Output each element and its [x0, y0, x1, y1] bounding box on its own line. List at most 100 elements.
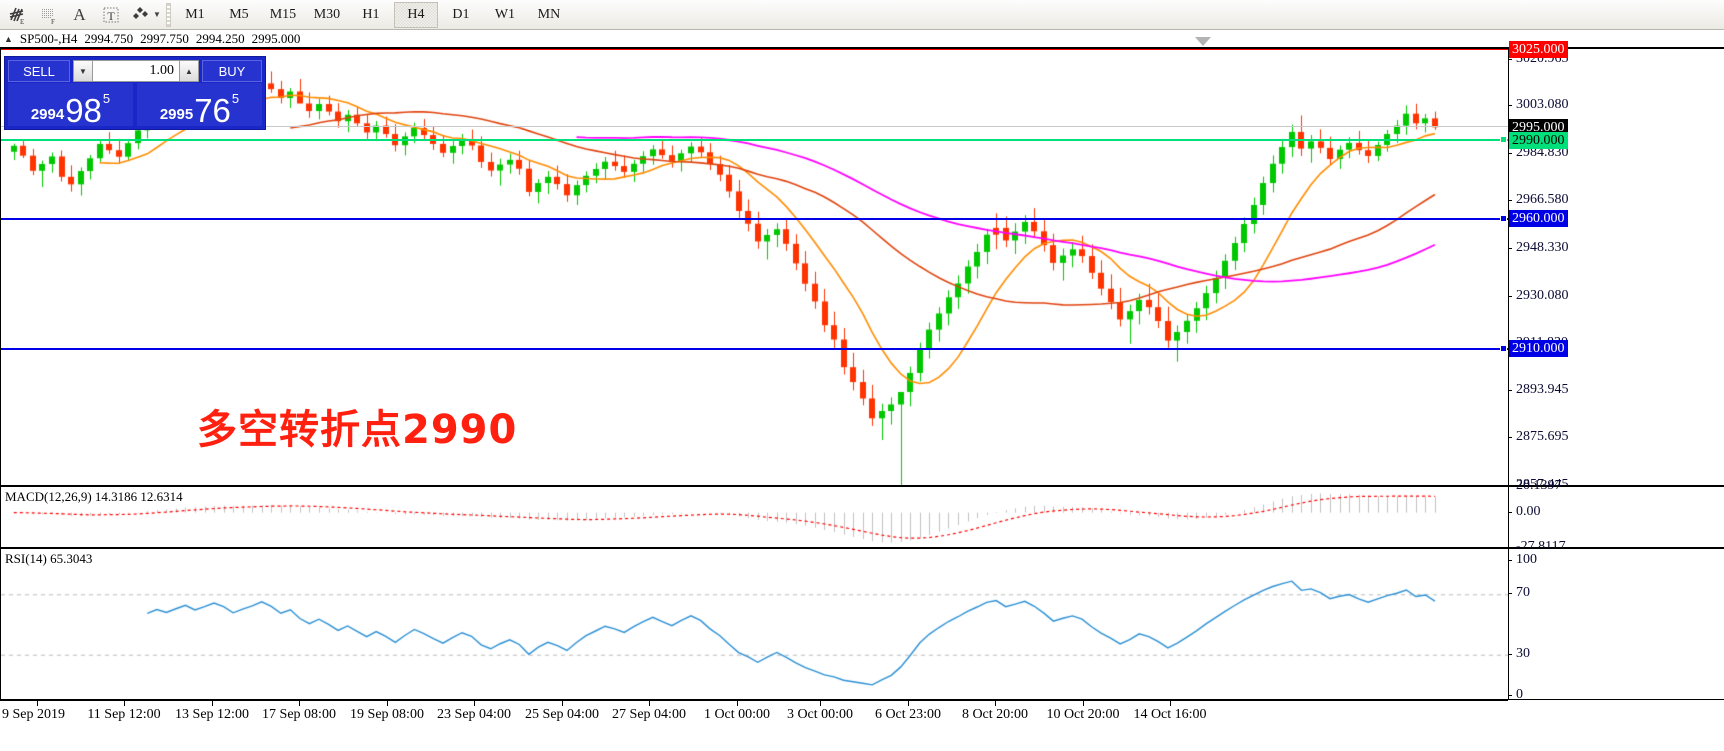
text-label-icon[interactable]: A [73, 4, 86, 24]
one-click-trading-panel[interactable]: SELL ▼ 1.00 ▲ BUY 2994 98 5 2995 76 5 [4, 56, 266, 130]
rsi-tick-label: 100 [1516, 552, 1537, 567]
text-object-icon[interactable]: T [95, 2, 126, 28]
indicators-icon[interactable]: E [2, 2, 33, 28]
price-tag[interactable]: 2990.000 [1509, 131, 1568, 149]
timeframe-w1[interactable]: W1 [494, 6, 516, 22]
time-tick [1170, 701, 1171, 706]
time-tick-label: 3 Oct 00:00 [786, 707, 854, 722]
symbol-timeframe-label: SP500-,H4 [19, 31, 78, 46]
rsi-label: RSI(14) 65.3043 [5, 551, 93, 566]
time-tick [387, 701, 388, 706]
rsi-tick-label: 70 [1516, 585, 1530, 601]
objects-dropdown-caret-icon[interactable]: ▼ [153, 10, 161, 19]
volume-increase-icon[interactable]: ▲ [179, 60, 199, 82]
macd-tick-label: 0.00 [1516, 503, 1541, 519]
volume-decrease-icon[interactable]: ▼ [73, 60, 93, 82]
price-axis[interactable]: 3020.965 3003.080 2984.830 2966.580 2948.330… [1508, 40, 1724, 492]
rsi-pane[interactable]: RSI(14) 65.3043 [0, 548, 1508, 700]
time-tick-label: 13 Sep 12:00 [175, 707, 249, 722]
time-tick [212, 701, 213, 706]
svg-text:F: F [51, 18, 55, 25]
time-tick-label: 27 Sep 04:00 [612, 707, 686, 722]
macd-canvas [1, 487, 1508, 547]
price-tick-label: 2875.695 [1516, 429, 1569, 445]
timeframe-h1[interactable]: H1 [362, 6, 380, 22]
macd-axis[interactable]: 20.1397 0.00 -27.8117 [1508, 478, 1724, 554]
price-tag[interactable]: 3025.000 [1509, 40, 1568, 58]
sell-button[interactable]: SELL [8, 60, 70, 82]
time-tick [1083, 701, 1084, 706]
ohlc-close: 2995.000 [251, 31, 301, 46]
toolbar-separator [165, 2, 173, 27]
ohlc-low: 2994.250 [195, 31, 245, 46]
price-tick-label: 2930.080 [1516, 287, 1569, 303]
pivot-line-2990[interactable] [1, 139, 1508, 142]
ask-price-fraction: 5 [231, 91, 240, 106]
time-tick-label: 19 Sep 08:00 [350, 707, 424, 722]
timeframe-h4[interactable]: H4 [393, 1, 438, 28]
ohlc-high: 2997.750 [140, 31, 189, 46]
crosshair-grid-icon[interactable]: F [33, 2, 64, 28]
support-line-2960-handle[interactable] [1500, 214, 1507, 222]
macd-label: MACD(12,26,9) 14.3186 12.6314 [5, 489, 183, 504]
time-tick-label: 11 Sep 12:00 [87, 707, 161, 722]
timeframe-d1[interactable]: D1 [452, 6, 470, 22]
bid-price[interactable]: 2994 98 5 [8, 83, 133, 129]
time-tick-label: 9 Sep 2019 [2, 707, 65, 722]
ask-price-integer: 2995 [159, 106, 194, 123]
current-price-line-2995[interactable] [1, 126, 1508, 128]
timeframe-mn[interactable]: MN [537, 6, 561, 22]
timeframe-m5[interactable]: M5 [229, 6, 249, 22]
time-tick-label: 14 Oct 16:00 [1133, 707, 1207, 722]
time-tick-label: 17 Sep 08:00 [262, 707, 336, 722]
rsi-axis[interactable]: 100 70 30 0 [1508, 548, 1724, 702]
time-tick-label: 25 Sep 04:00 [525, 707, 599, 722]
rsi-canvas [1, 549, 1508, 699]
time-tick [299, 701, 300, 706]
volume-input[interactable]: 1.00 [93, 60, 179, 82]
resistance-line-3025[interactable] [1, 49, 1508, 50]
timeframe-m15[interactable]: M15 [269, 6, 297, 22]
macd-pane[interactable]: MACD(12,26,9) 14.3186 12.6314 [0, 486, 1508, 548]
time-tick [820, 701, 821, 706]
timeframe-m1[interactable]: M1 [185, 6, 205, 22]
svg-text:T: T [107, 9, 115, 23]
bid-price-big: 98 [65, 91, 102, 129]
support-line-2910-handle[interactable] [1500, 344, 1507, 352]
time-tick [908, 701, 909, 706]
volume-stepper[interactable]: ▼ 1.00 ▲ [73, 60, 199, 82]
bid-price-fraction: 5 [102, 91, 111, 106]
time-tick [649, 701, 650, 706]
rsi-tick-label: 0 [1516, 687, 1523, 702]
time-axis[interactable]: 9 Sep 2019 11 Sep 12:00 13 Sep 12:00 17 Sep… [0, 700, 1508, 751]
ask-price[interactable]: 2995 76 5 [137, 83, 262, 129]
rsi-tick-label: 30 [1516, 645, 1530, 661]
chart-shift-arrow-icon[interactable] [1195, 37, 1211, 46]
collapse-triangle-icon[interactable]: ▲ [4, 34, 13, 44]
axis-corner [1508, 700, 1724, 751]
price-tag[interactable]: 2960.000 [1509, 210, 1568, 228]
pivot-line-2990-handle[interactable] [1500, 136, 1507, 144]
time-tick [124, 701, 125, 706]
ask-price-big: 76 [194, 91, 231, 129]
price-tick-label: 2966.580 [1516, 192, 1569, 208]
main-toolbar: E F A T ▼ M1 M5 M15 M30 H1 H4 D1 W1 MN [0, 0, 1724, 30]
bid-price-integer: 2994 [30, 106, 65, 123]
price-tag[interactable]: 2995.000 [1509, 118, 1568, 136]
price-tick-label: 2948.330 [1516, 239, 1569, 255]
time-tick [562, 701, 563, 706]
time-tick [995, 701, 996, 706]
support-line-2960[interactable] [1, 217, 1508, 220]
support-line-2910[interactable] [1, 347, 1508, 350]
objects-icon[interactable] [126, 2, 157, 28]
svg-text:E: E [20, 18, 24, 25]
macd-tick-label: 20.1397 [1516, 478, 1562, 493]
ohlc-open: 2994.750 [84, 31, 134, 46]
chart-annotation-text: 多空转折点2990 [197, 407, 518, 453]
time-tick-label: 10 Oct 20:00 [1046, 707, 1120, 722]
price-tag[interactable]: 2910.000 [1509, 340, 1568, 358]
time-tick-label: 1 Oct 00:00 [703, 707, 771, 722]
quote-bar: ▲ SP500-,H4 2994.750 2997.750 2994.250 2… [0, 31, 1724, 48]
timeframe-m30[interactable]: M30 [313, 6, 341, 22]
buy-button[interactable]: BUY [202, 60, 262, 82]
